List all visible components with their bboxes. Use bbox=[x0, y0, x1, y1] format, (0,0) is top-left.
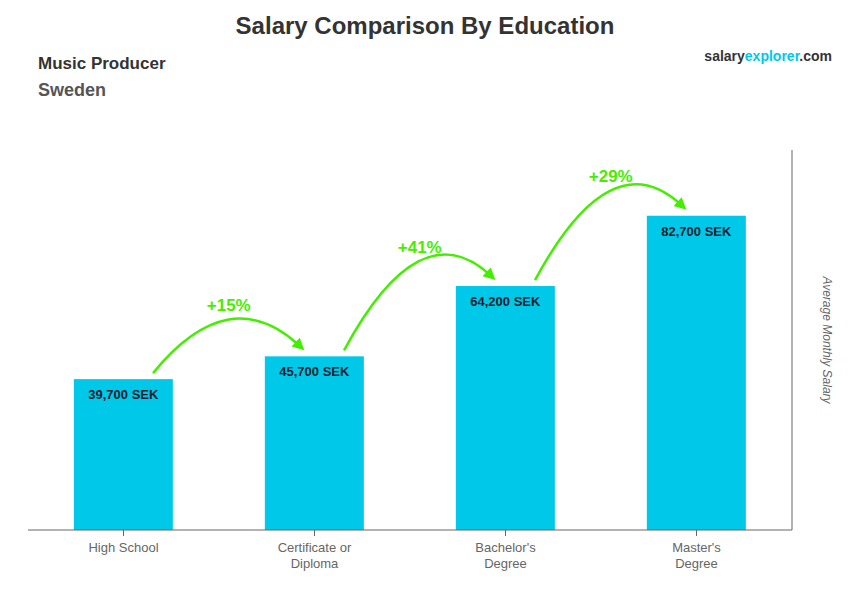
svg-text:+15%: +15% bbox=[207, 296, 251, 315]
svg-text:Master'sDegree: Master'sDegree bbox=[672, 540, 721, 571]
svg-text:64,200 SEK: 64,200 SEK bbox=[470, 294, 541, 309]
html-text:Sweden: Sweden bbox=[38, 80, 106, 100]
svg-text:+41%: +41% bbox=[398, 238, 442, 257]
svg-text:82,700 SEK: 82,700 SEK bbox=[661, 224, 732, 239]
html-text:Music Producer: Music Producer bbox=[38, 54, 166, 73]
html-text:salary explorer.com: salary explorer.com bbox=[704, 48, 832, 64]
svg-text:45,700 SEK: 45,700 SEK bbox=[279, 364, 350, 379]
svg-text:+29%: +29% bbox=[589, 167, 633, 186]
svg-text:High School: High School bbox=[88, 540, 158, 555]
svg-text:39,700 SEK: 39,700 SEK bbox=[88, 387, 159, 402]
html-text:Salary Comparison By Education: Salary Comparison By Education bbox=[235, 12, 615, 39]
svg-text:Average Monthly Salary: Average Monthly Salary bbox=[820, 275, 834, 404]
svg-text:Certificate orDiploma: Certificate orDiploma bbox=[278, 540, 352, 571]
svg-text:Bachelor'sDegree: Bachelor'sDegree bbox=[475, 540, 536, 571]
